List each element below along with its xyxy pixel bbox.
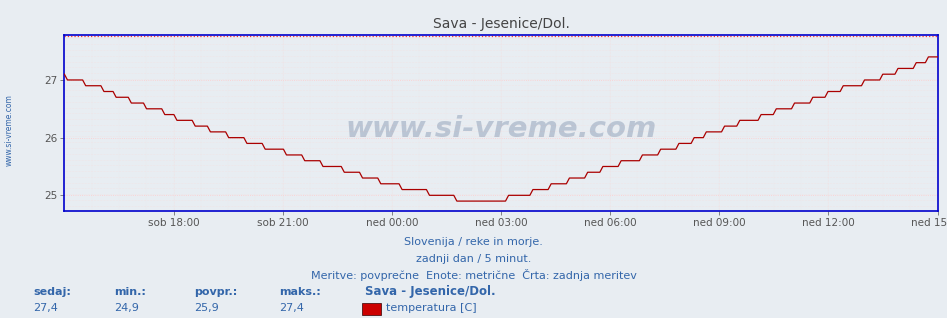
Text: www.si-vreme.com: www.si-vreme.com (346, 114, 656, 142)
Text: maks.:: maks.: (279, 287, 321, 297)
Text: povpr.:: povpr.: (194, 287, 238, 297)
Text: 24,9: 24,9 (114, 303, 138, 313)
Text: Meritve: povprečne  Enote: metrične  Črta: zadnja meritev: Meritve: povprečne Enote: metrične Črta:… (311, 269, 636, 281)
Text: www.si-vreme.com: www.si-vreme.com (5, 94, 14, 166)
Text: min.:: min.: (114, 287, 146, 297)
Text: 27,4: 27,4 (279, 303, 304, 313)
Text: sedaj:: sedaj: (33, 287, 71, 297)
Text: temperatura [C]: temperatura [C] (386, 303, 477, 313)
Text: 27,4: 27,4 (33, 303, 58, 313)
Text: zadnji dan / 5 minut.: zadnji dan / 5 minut. (416, 254, 531, 264)
Text: Sava - Jesenice/Dol.: Sava - Jesenice/Dol. (365, 285, 495, 298)
Title: Sava - Jesenice/Dol.: Sava - Jesenice/Dol. (433, 17, 569, 31)
Text: Slovenija / reke in morje.: Slovenija / reke in morje. (404, 238, 543, 247)
Text: 25,9: 25,9 (194, 303, 219, 313)
